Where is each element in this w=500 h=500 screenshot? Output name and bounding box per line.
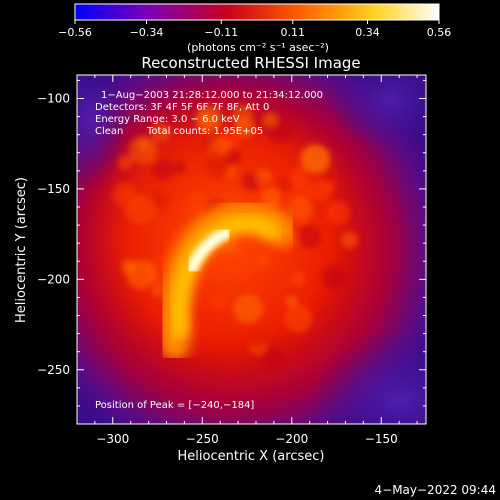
texture-blob — [263, 112, 278, 128]
annotation-time: 1−Aug−2003 21:28:12.000 to 21:34:12.000 — [101, 90, 323, 101]
annotation-algorithm: Clean — [95, 126, 123, 137]
texture-blob — [256, 168, 272, 184]
texture-blob — [341, 231, 359, 249]
colorbar-tick-label: 0.34 — [355, 26, 380, 39]
x-tick-label: −150 — [365, 432, 398, 446]
texture-blob — [152, 159, 174, 181]
texture-blob — [320, 264, 346, 290]
x-axis-label: Heliocentric X (arcsec) — [178, 449, 325, 464]
y-tick-label: −100 — [37, 92, 70, 106]
texture-blob — [262, 347, 285, 370]
annotation-peak: Position of Peak = [−240,−184] — [95, 400, 254, 411]
y-tick-label: −200 — [37, 272, 70, 286]
colorbar-tick-label: −0.34 — [130, 26, 164, 39]
texture-blob — [277, 176, 294, 193]
texture-blob — [185, 191, 207, 213]
texture-blob — [248, 333, 265, 351]
date-stamp: 4−May−2022 09:44 — [375, 483, 497, 497]
y-tick-label: −250 — [37, 363, 70, 377]
plot-frame — [76, 74, 427, 425]
colorbar-ticks: −0.56 −0.34 −0.11 0.11 0.34 0.56 — [58, 20, 451, 39]
texture-blob — [117, 154, 133, 171]
texture-blob — [284, 304, 313, 333]
annotation-counts: Total counts: 1.95E+05 — [146, 126, 263, 137]
texture-blob — [195, 105, 223, 133]
x-tick-label: −200 — [275, 432, 308, 446]
texture-blob — [321, 165, 340, 185]
colorbar-unit: (photons cm⁻² s⁻¹ asec⁻²) — [187, 41, 329, 54]
texture-blob — [288, 197, 314, 223]
texture-blob — [299, 144, 330, 175]
texture-blob — [126, 259, 156, 290]
y-tick-label: −150 — [37, 182, 70, 196]
texture-blob — [308, 178, 333, 202]
texture-blob — [251, 115, 266, 130]
chart-title: Reconstructed RHESSI Image — [141, 54, 360, 72]
texture-blob — [150, 122, 172, 144]
texture-blob — [297, 224, 322, 249]
texture-blob — [205, 152, 231, 178]
texture-blob — [233, 293, 263, 324]
texture-blob — [233, 263, 251, 281]
texture-blob — [289, 167, 308, 186]
x-tick-label: −250 — [186, 432, 219, 446]
colorbar-tick-label: 0.11 — [281, 26, 306, 39]
colorbar-tick-label: −0.56 — [58, 26, 92, 39]
texture-blob — [172, 161, 186, 175]
y-axis-label: Heliocentric Y (arcsec) — [14, 177, 29, 323]
texture-blob — [290, 271, 306, 287]
heatmap-image — [77, 75, 426, 424]
texture-blob — [234, 118, 255, 138]
texture-blob — [285, 295, 298, 308]
texture-blob — [112, 182, 137, 207]
colorbar-tick-label: 0.56 — [427, 26, 452, 39]
colorbar-tick-label: −0.11 — [204, 26, 238, 39]
colorbar — [75, 4, 439, 20]
x-tick-label: −300 — [96, 432, 129, 446]
x-axis: −300 −250 −200 −150 — [94, 75, 418, 446]
texture-blob — [262, 188, 281, 207]
texture-blob — [128, 135, 158, 165]
annotation-detectors: Detectors: 3F 4F 5F 6F 7F 8F, Att 0 — [95, 102, 269, 113]
texture-blob — [150, 191, 169, 210]
texture-blob — [255, 253, 270, 268]
y-axis: −100 −150 −200 −250 — [37, 79, 426, 407]
annotation-energy: Energy Range: 3.0 − 6.0 keV — [95, 114, 240, 125]
texture-blob — [241, 172, 261, 191]
texture-blob — [326, 200, 351, 225]
texture-blob — [210, 293, 227, 309]
